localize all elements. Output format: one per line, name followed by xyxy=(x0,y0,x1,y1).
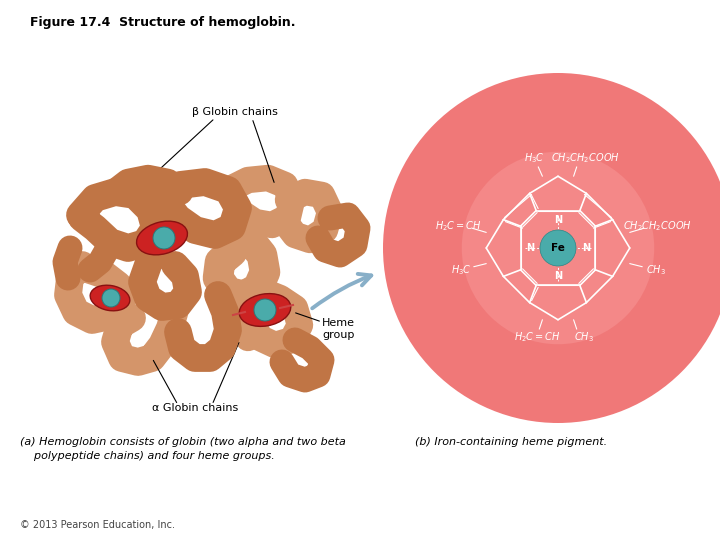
Circle shape xyxy=(102,289,120,307)
Text: (b) Iron-containing heme pigment.: (b) Iron-containing heme pigment. xyxy=(415,437,607,447)
Text: Heme
group: Heme group xyxy=(322,318,355,340)
Text: $CH_2CH_2COOH$: $CH_2CH_2COOH$ xyxy=(624,219,692,233)
Text: $H_2C{=}CH$: $H_2C{=}CH$ xyxy=(514,330,560,345)
Ellipse shape xyxy=(137,221,187,255)
Text: $CH_3$: $CH_3$ xyxy=(574,330,594,345)
Ellipse shape xyxy=(90,285,130,311)
Text: Fe: Fe xyxy=(551,243,565,253)
Text: β Globin chains: β Globin chains xyxy=(192,107,278,117)
Ellipse shape xyxy=(239,294,291,326)
Circle shape xyxy=(383,73,720,423)
Text: N: N xyxy=(526,243,534,253)
Text: (a) Hemoglobin consists of globin (two alpha and two beta: (a) Hemoglobin consists of globin (two a… xyxy=(20,437,346,447)
Circle shape xyxy=(462,152,654,345)
Text: N: N xyxy=(554,271,562,281)
Text: polypeptide chains) and four heme groups.: polypeptide chains) and four heme groups… xyxy=(20,451,275,461)
Text: $H_3C$: $H_3C$ xyxy=(524,152,545,165)
Text: © 2013 Pearson Education, Inc.: © 2013 Pearson Education, Inc. xyxy=(20,520,175,530)
Text: $CH_2CH_2COOH$: $CH_2CH_2COOH$ xyxy=(551,152,619,165)
Text: $CH_3$: $CH_3$ xyxy=(646,263,666,276)
Circle shape xyxy=(254,299,276,321)
Text: Figure 17.4  Structure of hemoglobin.: Figure 17.4 Structure of hemoglobin. xyxy=(30,16,295,29)
Text: N: N xyxy=(582,243,590,253)
Text: α Globin chains: α Globin chains xyxy=(152,403,238,413)
Circle shape xyxy=(540,230,576,266)
Circle shape xyxy=(153,227,175,249)
Text: N: N xyxy=(554,215,562,225)
Text: $H_3C$: $H_3C$ xyxy=(451,263,472,276)
Text: $H_2C{=}CH$: $H_2C{=}CH$ xyxy=(435,219,482,233)
